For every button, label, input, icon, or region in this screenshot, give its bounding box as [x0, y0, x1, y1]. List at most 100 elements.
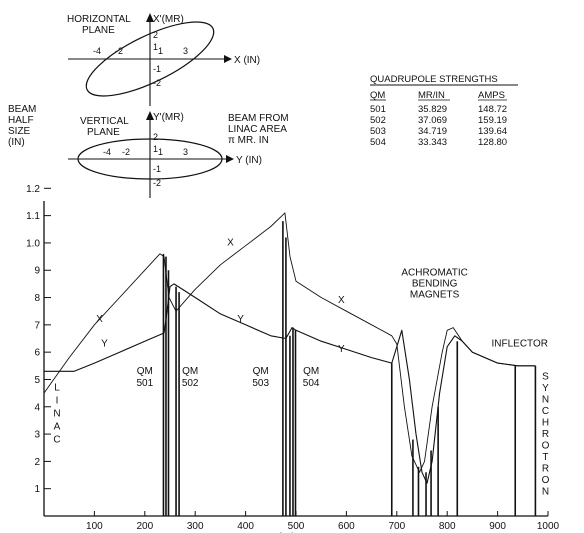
vertical-vtick-2: 1 [153, 144, 158, 154]
horizontal-haxis-label: X (IN) [234, 55, 260, 66]
horizontal-vtick-4: -2 [153, 78, 161, 88]
linac-letter: I [56, 395, 59, 406]
beam-from-line-2: LINAC AREA [228, 124, 287, 135]
synchrotron-letter: R [542, 429, 549, 440]
qm-label-top: QM [137, 366, 153, 377]
table-cell-mrin: 37.069 [418, 115, 447, 126]
horizontal-y-axis-arrow [146, 13, 154, 22]
table-cell-qm: 502 [370, 115, 386, 126]
x-tick-label: 1000 [537, 521, 560, 532]
synchrotron-letter: Y [542, 383, 549, 394]
y-tick-label: 9 [34, 266, 40, 277]
horizontal-vtick-1: 2 [153, 30, 158, 40]
horizontal-plane-diagram: HORIZONTAL PLANE X'(MR) X (IN) -4 -2 1 3… [67, 13, 260, 106]
y-envelope-curve [44, 283, 536, 484]
x-envelope-curve [43, 212, 536, 473]
vertical-haxis-label: Y (IN) [236, 155, 262, 166]
beam-from-line-1: BEAM FROM [228, 113, 289, 124]
linac-letter: A [54, 421, 61, 432]
vertical-plane-title-2: PLANE [87, 127, 120, 138]
horizontal-vtick-3: -1 [153, 64, 161, 74]
horizontal-emittance-ellipse [85, 21, 215, 97]
y-tick-label: 6 [34, 348, 40, 359]
series-label: Y [338, 344, 345, 355]
synchrotron-letter: C [542, 406, 549, 417]
achromatic-label-line: MAGNETS [410, 290, 460, 301]
vertical-htick-1: -4 [103, 147, 111, 157]
envelope-plot: 1002003004005006007008009001000BEAM POSI… [26, 184, 559, 533]
quadrupole-table-header-amps: AMPS [478, 90, 505, 101]
horizontal-htick-1: -4 [93, 46, 101, 56]
qm-label-number: 502 [182, 378, 199, 389]
y-tick-label: 1.0 [26, 238, 40, 249]
achromatic-label-line: BENDING [412, 279, 458, 290]
series-label: X [338, 295, 345, 306]
x-tick-label: 400 [237, 521, 254, 532]
table-cell-qm: 504 [370, 137, 386, 148]
y-axis-title-line-4: (IN) [8, 137, 25, 148]
linac-letter: C [53, 434, 60, 445]
synchrotron-letter: N [542, 486, 549, 497]
synchrotron-letter: O [542, 440, 550, 451]
horizontal-vaxis-label: X'(MR) [153, 14, 184, 25]
y-tick-label: 3 [34, 430, 40, 441]
synchrotron-letter: T [542, 452, 548, 463]
table-cell-amps: 148.72 [478, 104, 507, 115]
beam-from-note: BEAM FROM LINAC AREA π MR. IN [228, 113, 289, 146]
table-cell-mrin: 35.829 [418, 104, 447, 115]
qm-label-number: 501 [136, 378, 153, 389]
qm-label-top: QM [253, 366, 269, 377]
vertical-vtick-3: -1 [153, 164, 161, 174]
horizontal-plane-title-1: HORIZONTAL [67, 14, 131, 25]
qm-label-number: 503 [252, 378, 269, 389]
horizontal-htick-3: 1 [158, 46, 163, 56]
series-label: X [227, 238, 234, 249]
vertical-vtick-4: -2 [153, 178, 161, 188]
table-cell-mrin: 33.343 [418, 137, 447, 148]
y-tick-label: 1.2 [26, 184, 40, 195]
quadrupole-table-header-mrin: MR/IN [418, 90, 445, 101]
quadrupole-table-title: QUADRUPOLE STRENGTHS [370, 74, 498, 85]
y-axis-title: BEAM HALF SIZE (IN) [8, 104, 36, 148]
quadrupole-table: QUADRUPOLE STRENGTHS QM MR/IN AMPS 501 3… [370, 74, 518, 148]
qm-label-top: QM [303, 366, 319, 377]
table-cell-qm: 503 [370, 126, 386, 137]
vertical-vaxis-label: Y'(MR) [153, 112, 184, 123]
quadrupole-table-header-qm: QM [370, 90, 385, 101]
table-row: 501 35.829 148.72 [370, 104, 507, 115]
vertical-x-axis-arrow [226, 155, 234, 163]
y-tick-label: 8 [34, 293, 40, 304]
horizontal-vtick-2: 1 [153, 42, 158, 52]
horizontal-htick-2: -2 [115, 46, 123, 56]
horizontal-x-axis-arrow [224, 55, 232, 63]
table-cell-mrin: 34.719 [418, 126, 447, 137]
linac-letter: N [53, 408, 60, 419]
linac-letter: L [54, 382, 60, 393]
synchrotron-letter: N [542, 394, 549, 405]
vertical-htick-3: 1 [158, 147, 163, 157]
y-axis-title-line-2: HALF [8, 115, 34, 126]
vertical-htick-4: 3 [183, 147, 188, 157]
beam-from-line-3: π MR. IN [228, 135, 269, 146]
y-tick-label: 5 [34, 375, 40, 386]
vertical-vtick-1: 2 [153, 132, 158, 142]
table-row: 504 33.343 128.80 [370, 137, 507, 148]
horizontal-plane-title-2: PLANE [82, 25, 115, 36]
series-label: X [96, 314, 103, 325]
synchrotron-letter: S [542, 371, 549, 382]
y-tick-label: 1.1 [26, 211, 40, 222]
table-cell-amps: 128.80 [478, 137, 507, 148]
y-tick-label: 7 [34, 320, 40, 331]
synchrotron-letter: O [542, 475, 550, 486]
synchrotron-letter: R [542, 463, 549, 474]
x-tick-label: 600 [338, 521, 355, 532]
qm-label-number: 504 [303, 378, 320, 389]
table-cell-amps: 159.19 [478, 115, 507, 126]
y-axis-title-line-3: SIZE [8, 126, 31, 137]
y-tick-label: 2 [34, 457, 40, 468]
synchrotron-letter: H [542, 417, 549, 428]
y-axis-title-line-1: BEAM [8, 104, 36, 115]
y-tick-label: 4 [34, 402, 40, 413]
qm-label-top: QM [182, 366, 198, 377]
